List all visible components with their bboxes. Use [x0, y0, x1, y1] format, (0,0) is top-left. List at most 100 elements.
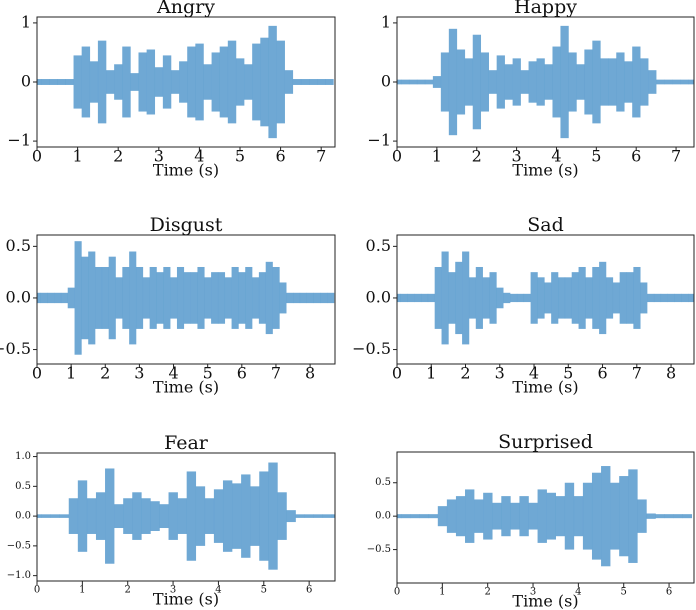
x-tick-label: 3: [512, 147, 522, 166]
amplitude: [65, 79, 74, 85]
amplitude: [564, 277, 573, 319]
y-tick-label: 0: [21, 72, 31, 91]
waveform: [397, 25, 694, 139]
amplitude: [195, 486, 206, 546]
x-tick-label: 3: [530, 587, 536, 598]
amplitude: [232, 483, 242, 549]
x-tick-label: 5: [591, 147, 601, 166]
x-tick-label: 5: [621, 587, 627, 598]
y-tick-label: 0.5: [375, 477, 391, 488]
x-tick-label: 8: [666, 364, 676, 383]
x-tick-label: 5: [203, 364, 213, 383]
amplitude: [57, 79, 66, 85]
amplitude: [489, 272, 497, 324]
amplitude: [558, 277, 566, 319]
amplitude: [546, 492, 557, 540]
amplitude: [114, 504, 124, 529]
amplitude: [300, 79, 310, 85]
amplitude: [325, 79, 334, 85]
amplitude: [414, 293, 422, 303]
amplitude: [628, 469, 638, 563]
amplitude: [584, 49, 593, 115]
amplitude: [544, 64, 553, 100]
amplitude: [41, 514, 51, 518]
amplitude: [37, 292, 41, 304]
y-tick-label: −0.5: [7, 540, 31, 551]
amplitude: [213, 489, 224, 543]
amplitude: [313, 292, 321, 304]
amplitude: [664, 514, 674, 519]
x-axis-label: Time (s): [153, 161, 219, 180]
amplitude: [268, 462, 278, 570]
subplot: −0.5 0.0 0.5 0 1 2 3 4 5 6 7 8 Sad Time (s): [352, 214, 695, 397]
amplitude: [599, 261, 607, 335]
x-tick-label: 2: [113, 147, 123, 166]
amplitude: [576, 64, 585, 100]
amplitude: [123, 498, 133, 534]
subplot: −0.5 0.0 0.5 0 1 2 3 4 5 6 7 8 Disgust Time (s): [0, 214, 336, 397]
x-tick-label: 0: [394, 587, 400, 598]
amplitude: [250, 486, 260, 546]
amplitude: [397, 293, 401, 303]
x-tick-label: 4: [215, 585, 221, 596]
amplitude: [432, 76, 442, 88]
x-tick-label: 0: [392, 147, 402, 166]
amplitude: [130, 73, 139, 91]
amplitude: [504, 64, 513, 100]
amplitude: [231, 266, 239, 329]
x-tick-label: 7: [671, 147, 681, 166]
amplitude: [530, 272, 538, 324]
amplitude: [410, 514, 420, 519]
amplitude: [54, 292, 62, 304]
amplitude: [49, 79, 58, 85]
y-tick-label: −0.5: [367, 544, 391, 555]
amplitude: [252, 43, 261, 121]
amplitude: [416, 79, 426, 85]
amplitude: [626, 272, 634, 324]
amplitude: [260, 37, 269, 127]
y-tick-label: −1.0: [7, 570, 31, 581]
amplitude: [276, 40, 285, 124]
amplitude: [520, 70, 529, 94]
amplitude: [59, 514, 70, 518]
amplitude: [664, 79, 673, 85]
x-tick-label: 2: [472, 147, 482, 166]
x-tick-label: 7: [271, 364, 281, 383]
chart-title: Angry: [156, 0, 215, 18]
amplitude: [624, 61, 633, 103]
amplitude: [667, 293, 675, 303]
amplitude: [612, 282, 620, 314]
amplitude: [601, 466, 611, 567]
amplitude: [640, 58, 649, 106]
amplitude: [156, 272, 164, 324]
amplitude: [660, 293, 668, 303]
x-tick-label: 0: [34, 585, 40, 596]
amplitude: [235, 58, 245, 106]
x-tick-label: 2: [125, 585, 131, 596]
amplitude: [183, 272, 191, 324]
amplitude: [503, 292, 511, 304]
amplitude: [400, 79, 410, 85]
amplitude: [464, 58, 474, 106]
amplitude: [37, 79, 42, 85]
amplitude: [293, 292, 301, 304]
y-tick-label: 0.0: [375, 511, 391, 522]
x-axis-label: Time (s): [512, 378, 578, 397]
amplitude: [292, 79, 302, 85]
amplitude: [227, 40, 237, 124]
amplitude: [154, 67, 164, 97]
y-tick-label: −1: [367, 131, 391, 150]
subplot: −0.5 0.0 0.5 0 1 2 3 4 5 6 Surprised Time (s): [367, 431, 695, 610]
amplitude: [277, 492, 287, 540]
x-tick-label: 4: [551, 147, 561, 166]
amplitude: [568, 52, 577, 112]
x-tick-label: 1: [426, 364, 436, 383]
x-tick-label: 1: [73, 147, 83, 166]
amplitude: [299, 292, 307, 304]
amplitude: [320, 292, 328, 304]
amplitude: [317, 79, 326, 85]
amplitude: [591, 472, 602, 560]
x-tick-label: 1: [432, 147, 442, 166]
amplitude: [60, 292, 69, 304]
amplitude: [582, 482, 593, 550]
